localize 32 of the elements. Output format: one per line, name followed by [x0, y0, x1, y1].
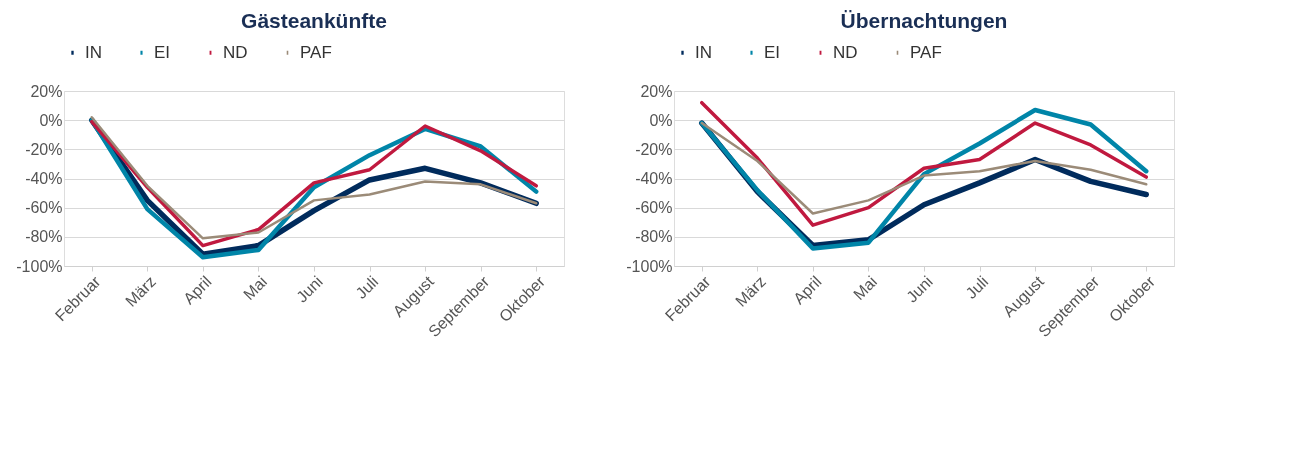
- y-tick-label: -20%: [25, 140, 63, 158]
- y-tick-label: -40%: [25, 170, 63, 187]
- y-tick-label: 0%: [39, 111, 63, 129]
- y-tick-label: -100%: [16, 257, 63, 275]
- y-tick-label: 20%: [640, 82, 673, 100]
- y-tick-label: -60%: [635, 199, 673, 217]
- y-tick-label: 20%: [30, 82, 63, 100]
- x-tick-label: Mai: [240, 272, 271, 304]
- x-tick-label: Juni: [903, 272, 936, 306]
- x-tick-label: Juli: [352, 272, 382, 302]
- y-tick-label: -80%: [25, 228, 63, 246]
- y-tick-label: -100%: [626, 257, 673, 275]
- x-tick-label: Juni: [293, 272, 326, 306]
- line-series: [700, 121, 1148, 215]
- chart-title: Übernachtungen: [840, 9, 1008, 32]
- y-tick-label: 0%: [649, 111, 673, 129]
- y-tick-label: -80%: [635, 228, 673, 246]
- line-series: [700, 100, 1148, 227]
- x-tick-label: Mai: [850, 272, 881, 304]
- legend-label: IN: [85, 42, 102, 62]
- y-tick-label: -60%: [25, 199, 63, 217]
- legend-label: ND: [223, 42, 248, 62]
- legend-label: IN: [695, 42, 712, 62]
- legend-label: PAF: [300, 42, 332, 62]
- legend-label: PAF: [910, 42, 942, 62]
- legend-label: ND: [833, 42, 858, 62]
- y-tick-label: -40%: [635, 170, 673, 187]
- legend-label: EI: [764, 42, 781, 62]
- y-tick-label: -20%: [635, 140, 673, 158]
- chart-title: Gästeankünfte: [241, 9, 387, 32]
- x-tick-label: Juli: [962, 272, 992, 302]
- legend-label: EI: [154, 42, 171, 62]
